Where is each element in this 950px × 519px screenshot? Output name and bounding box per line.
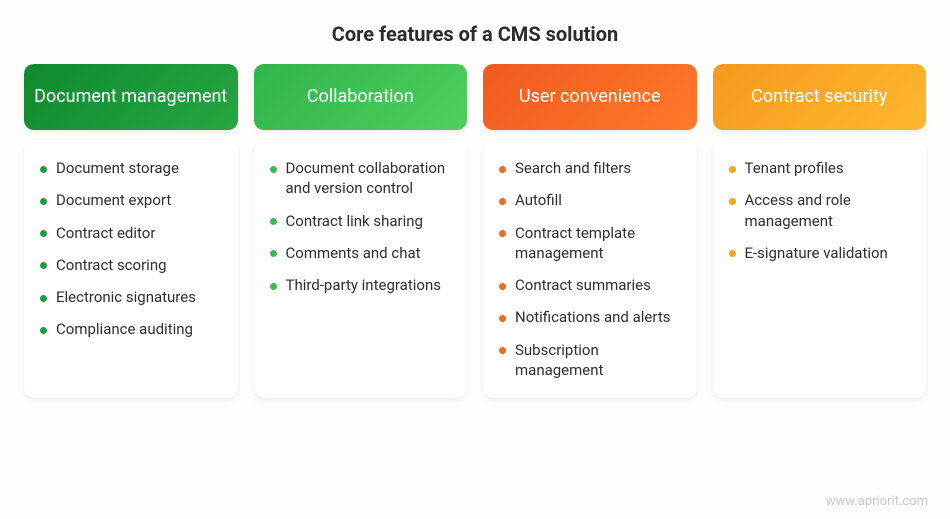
- feature-item: Access and role management: [729, 190, 911, 231]
- feature-item: Contract template management: [499, 223, 681, 264]
- feature-column: Document managementDocument storageDocum…: [24, 64, 238, 398]
- feature-item: Electronic signatures: [40, 287, 222, 307]
- feature-list: Document collaboration and version contr…: [270, 158, 452, 295]
- column-body: Tenant profiles Access and role managemen…: [713, 140, 927, 398]
- feature-item: Document storage: [40, 158, 222, 178]
- columns-container: Document managementDocument storageDocum…: [0, 64, 950, 398]
- feature-item: Contract summaries: [499, 275, 681, 295]
- feature-item: Comments and chat: [270, 243, 452, 263]
- feature-item: Notifications and alerts: [499, 307, 681, 327]
- footer-attribution: www.apriorit.com: [826, 494, 928, 509]
- feature-item: Document collaboration and version contr…: [270, 158, 452, 199]
- column-header: Document management: [24, 64, 238, 130]
- feature-list: Tenant profiles Access and role managemen…: [729, 158, 911, 263]
- feature-item: Contract scoring: [40, 255, 222, 275]
- feature-column: Collaboration Document collaboration and …: [254, 64, 468, 398]
- column-header: User convenience: [483, 64, 697, 130]
- page-title: Core features of a CMS solution: [0, 0, 950, 64]
- feature-item: Third-party integrations: [270, 275, 452, 295]
- column-header: Contract security: [713, 64, 927, 130]
- column-body: Document storage Document export Contract …: [24, 140, 238, 398]
- feature-item: Contract link sharing: [270, 211, 452, 231]
- column-body: Search and filters Autofill Contract templ…: [483, 140, 697, 398]
- feature-item: Compliance auditing: [40, 319, 222, 339]
- feature-item: E-signature validation: [729, 243, 911, 263]
- column-header: Collaboration: [254, 64, 468, 130]
- feature-item: Document export: [40, 190, 222, 210]
- feature-column: User convenience Search and filters Autofi…: [483, 64, 697, 398]
- feature-list: Search and filters Autofill Contract templ…: [499, 158, 681, 380]
- feature-item: Search and filters: [499, 158, 681, 178]
- feature-item: Subscription management: [499, 340, 681, 381]
- feature-item: Autofill: [499, 190, 681, 210]
- feature-item: Tenant profiles: [729, 158, 911, 178]
- feature-item: Contract editor: [40, 223, 222, 243]
- column-body: Document collaboration and version contr…: [254, 140, 468, 398]
- feature-column: Contract security Tenant profiles Access a…: [713, 64, 927, 398]
- feature-list: Document storage Document export Contract …: [40, 158, 222, 340]
